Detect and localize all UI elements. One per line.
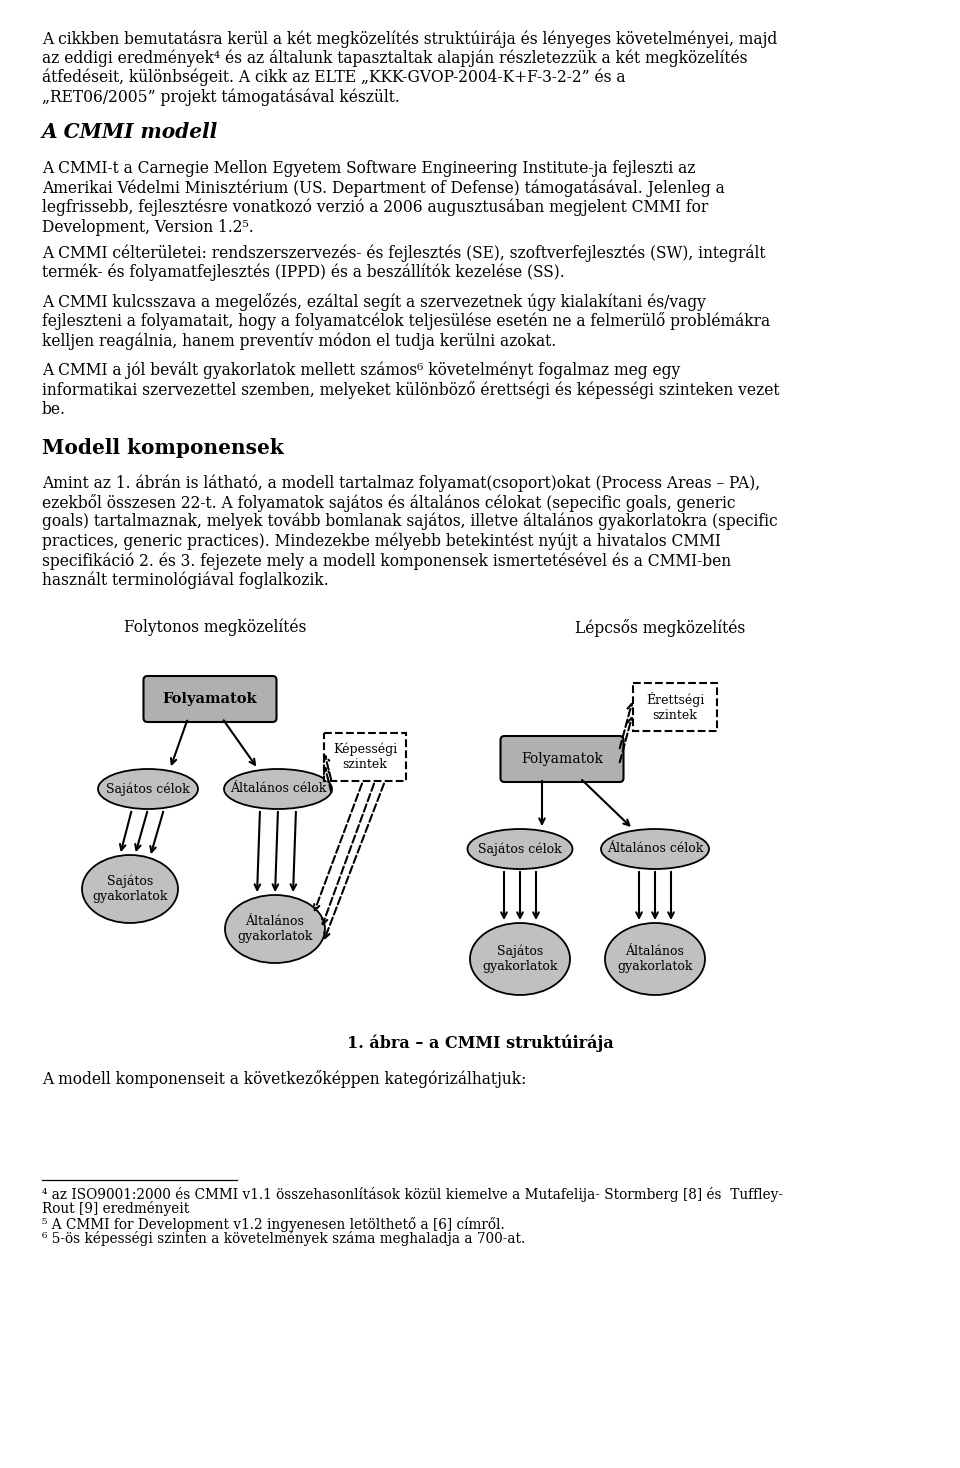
Text: A CMMI célterületei: rendszerszervezés- és fejlesztés (SE), szoftverfejlesztés (: A CMMI célterületei: rendszerszervezés- … — [42, 244, 765, 261]
Text: Általános célok: Általános célok — [229, 782, 326, 796]
Text: fejleszteni a folyamatait, hogy a folyamatcélok teljesülése esetén ne a felmerül: fejleszteni a folyamatait, hogy a folyam… — [42, 313, 770, 330]
Text: be.: be. — [42, 401, 66, 417]
Text: átfedéseit, különbségeit. A cikk az ELTE „KKK-GVOP-2004-K+F-3-2-2” és a: átfedéseit, különbségeit. A cikk az ELTE… — [42, 69, 626, 87]
Text: az eddigi eredmények⁴ és az általunk tapasztaltak alapján részletezzük a két meg: az eddigi eredmények⁴ és az általunk tap… — [42, 50, 748, 68]
Bar — [633, 683, 717, 731]
Bar — [324, 733, 406, 781]
Text: Amerikai Védelmi Minisztérium (US. Department of Defense) támogatásával. Jelenle: Amerikai Védelmi Minisztérium (US. Depar… — [42, 179, 725, 197]
Text: Lépcsős megközelítés: Lépcsős megközelítés — [575, 619, 745, 637]
Text: Development, Version 1.2⁵.: Development, Version 1.2⁵. — [42, 219, 253, 235]
FancyBboxPatch shape — [500, 735, 623, 782]
Text: Általános célok: Általános célok — [607, 843, 703, 856]
Text: Képességi
szintek: Képességi szintek — [333, 743, 397, 771]
Text: ezekből összesen 22-t. A folyamatok sajátos és általános célokat (sepecific goal: ezekből összesen 22-t. A folyamatok sajá… — [42, 493, 735, 511]
Text: Amint az 1. ábrán is látható, a modell tartalmaz folyamat(csoport)okat (Process : Amint az 1. ábrán is látható, a modell t… — [42, 474, 760, 492]
Text: Általános
gyakorlatok: Általános gyakorlatok — [237, 915, 313, 942]
Text: Sajátos célok: Sajátos célok — [107, 782, 190, 796]
Text: Érettségi
szintek: Érettségi szintek — [646, 691, 705, 722]
Text: A modell komponenseit a következőképpen kategórizálhatjuk:: A modell komponenseit a következőképpen … — [42, 1070, 526, 1088]
Text: A cikkben bemutatásra kerül a két megközelítés struktúirája és lényeges követelm: A cikkben bemutatásra kerül a két megköz… — [42, 29, 778, 47]
Text: Sajátos célok: Sajátos célok — [478, 843, 562, 856]
Text: Sajátos
gyakorlatok: Sajátos gyakorlatok — [92, 875, 168, 903]
Text: legfrissebb, fejlesztésre vonatkozó verzió a 2006 augusztusában megjelent CMMI f: legfrissebb, fejlesztésre vonatkozó verz… — [42, 200, 708, 216]
Text: A CMMI modell: A CMMI modell — [42, 122, 218, 142]
Text: A CMMI kulcsszava a megelőzés, ezáltal segít a szervezetnek úgy kialakítani és/v: A CMMI kulcsszava a megelőzés, ezáltal s… — [42, 294, 706, 311]
Text: Modell komponensek: Modell komponensek — [42, 437, 284, 458]
Ellipse shape — [224, 769, 332, 809]
Text: practices, generic practices). Mindezekbe mélyebb betekintést nyújt a hivatalos : practices, generic practices). Mindezekb… — [42, 533, 721, 550]
Text: goals) tartalmaznak, melyek tovább bomlanak sajátos, illetve általános gyakorlat: goals) tartalmaznak, melyek tovább bomla… — [42, 512, 778, 530]
Text: kelljen reagálnia, hanem preventív módon el tudja kerülni azokat.: kelljen reagálnia, hanem preventív módon… — [42, 332, 556, 349]
Text: használt terminológiával foglalkozik.: használt terminológiával foglalkozik. — [42, 571, 328, 589]
Text: Folyamatok: Folyamatok — [162, 691, 257, 706]
Text: Folyamatok: Folyamatok — [521, 752, 603, 766]
Text: ⁵ A CMMI for Development v1.2 ingyenesen letölthető a [6] címről.: ⁵ A CMMI for Development v1.2 ingyenesen… — [42, 1217, 505, 1232]
Text: Rout [9] eredményeit: Rout [9] eredményeit — [42, 1201, 189, 1217]
Ellipse shape — [470, 923, 570, 995]
Text: A CMMI-t a Carnegie Mellon Egyetem Software Engineering Institute-ja fejleszti a: A CMMI-t a Carnegie Mellon Egyetem Softw… — [42, 160, 695, 178]
Ellipse shape — [601, 829, 709, 869]
Text: 1. ábra – a CMMI struktúirája: 1. ábra – a CMMI struktúirája — [347, 1033, 613, 1051]
Ellipse shape — [605, 923, 705, 995]
Text: informatikai szervezettel szemben, melyeket különböző érettségi és képességi szi: informatikai szervezettel szemben, melye… — [42, 382, 780, 399]
Text: „RET06/2005” projekt támogatásával készült.: „RET06/2005” projekt támogatásával készü… — [42, 88, 400, 106]
Ellipse shape — [225, 895, 325, 963]
Ellipse shape — [468, 829, 572, 869]
FancyBboxPatch shape — [143, 675, 276, 722]
Text: Sajátos
gyakorlatok: Sajátos gyakorlatok — [482, 945, 558, 973]
Text: Folytonos megközelítés: Folytonos megközelítés — [124, 619, 306, 637]
Text: A CMMI a jól bevált gyakorlatok mellett számos⁶ követelményt fogalmaz meg egy: A CMMI a jól bevált gyakorlatok mellett … — [42, 361, 681, 379]
Text: ⁴ az ISO9001:2000 és CMMI v1.1 összehasonlítások közül kiemelve a Mutafelija- St: ⁴ az ISO9001:2000 és CMMI v1.1 összehaso… — [42, 1186, 783, 1201]
Text: ⁶ 5-ös képességi szinten a követelmények száma meghaladja a 700-at.: ⁶ 5-ös képességi szinten a követelmények… — [42, 1232, 525, 1246]
Ellipse shape — [98, 769, 198, 809]
Text: Általános
gyakorlatok: Általános gyakorlatok — [617, 945, 693, 973]
Ellipse shape — [82, 854, 178, 923]
Text: termék- és folyamatfejlesztés (IPPD) és a beszállítók kezelése (SS).: termék- és folyamatfejlesztés (IPPD) és … — [42, 263, 564, 280]
Text: specifikáció 2. és 3. fejezete mely a modell komponensek ismertetésével és a CMM: specifikáció 2. és 3. fejezete mely a mo… — [42, 552, 732, 570]
